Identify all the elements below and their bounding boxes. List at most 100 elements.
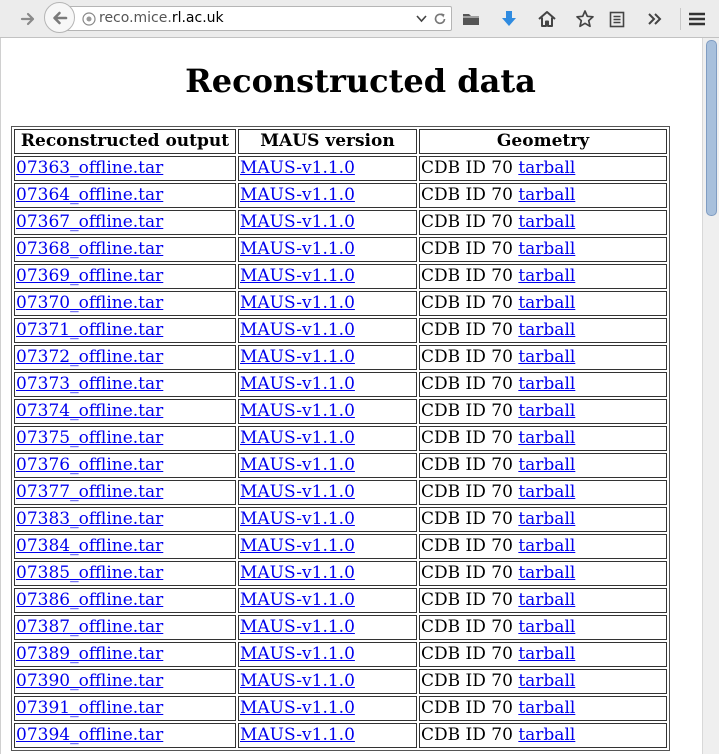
- maus-version-link[interactable]: MAUS-v1.1.0: [240, 671, 355, 691]
- tarball-link[interactable]: tarball: [518, 536, 576, 556]
- forward-button[interactable]: [18, 9, 38, 29]
- tarball-link[interactable]: tarball: [518, 617, 576, 637]
- tarball-link[interactable]: tarball: [518, 590, 576, 610]
- tarball-link[interactable]: tarball: [518, 239, 576, 259]
- geometry-text: CDB ID 70: [421, 482, 513, 502]
- tarball-link[interactable]: tarball: [518, 644, 576, 664]
- output-file-link[interactable]: 07368_offline.tar: [16, 239, 164, 259]
- tarball-link[interactable]: tarball: [518, 671, 576, 691]
- tarball-link[interactable]: tarball: [518, 455, 576, 475]
- geometry-cell: CDB ID 70 tarball: [419, 156, 667, 181]
- tarball-link[interactable]: tarball: [518, 428, 576, 448]
- star-icon[interactable]: [574, 8, 596, 30]
- maus-version-link[interactable]: MAUS-v1.1.0: [240, 536, 355, 556]
- maus-version-link[interactable]: MAUS-v1.1.0: [240, 239, 355, 259]
- output-file-link[interactable]: 07373_offline.tar: [16, 374, 164, 394]
- maus-version-link[interactable]: MAUS-v1.1.0: [240, 401, 355, 421]
- output-file-link[interactable]: 07364_offline.tar: [16, 185, 164, 205]
- output-file-link[interactable]: 07384_offline.tar: [16, 536, 164, 556]
- output-file-link[interactable]: 07367_offline.tar: [16, 212, 164, 232]
- maus-version-link[interactable]: MAUS-v1.1.0: [240, 374, 355, 394]
- output-file-link[interactable]: 07386_offline.tar: [16, 590, 164, 610]
- url-text[interactable]: reco.mice.rl.ac.uk: [99, 10, 224, 26]
- output-file-link[interactable]: 07374_offline.tar: [16, 401, 164, 421]
- folder-icon[interactable]: [460, 8, 482, 30]
- maus-version-cell: MAUS-v1.1.0: [238, 345, 417, 370]
- chevron-down-icon[interactable]: [416, 14, 427, 23]
- output-file-link[interactable]: 07383_offline.tar: [16, 509, 164, 529]
- output-file-link[interactable]: 07394_offline.tar: [16, 725, 164, 745]
- hamburger-menu-icon[interactable]: [686, 8, 708, 30]
- output-file-link[interactable]: 07389_offline.tar: [16, 644, 164, 664]
- output-file-link[interactable]: 07371_offline.tar: [16, 320, 164, 340]
- maus-version-link[interactable]: MAUS-v1.1.0: [240, 509, 355, 529]
- maus-version-link[interactable]: MAUS-v1.1.0: [240, 158, 355, 178]
- tarball-link[interactable]: tarball: [518, 563, 576, 583]
- maus-version-link[interactable]: MAUS-v1.1.0: [240, 185, 355, 205]
- output-cell: 07373_offline.tar: [14, 372, 236, 397]
- output-file-link[interactable]: 07369_offline.tar: [16, 266, 164, 286]
- vertical-scrollbar[interactable]: [702, 38, 719, 754]
- maus-version-link[interactable]: MAUS-v1.1.0: [240, 644, 355, 664]
- url-prefix: reco.mice.: [99, 10, 172, 26]
- output-cell: 07369_offline.tar: [14, 264, 236, 289]
- output-file-link[interactable]: 07372_offline.tar: [16, 347, 164, 367]
- tarball-link[interactable]: tarball: [518, 347, 576, 367]
- tarball-link[interactable]: tarball: [518, 266, 576, 286]
- geometry-text: CDB ID 70: [421, 428, 513, 448]
- maus-version-link[interactable]: MAUS-v1.1.0: [240, 428, 355, 448]
- tarball-link[interactable]: tarball: [518, 401, 576, 421]
- output-file-link[interactable]: 07370_offline.tar: [16, 293, 164, 313]
- maus-version-link[interactable]: MAUS-v1.1.0: [240, 266, 355, 286]
- geometry-text: CDB ID 70: [421, 320, 513, 340]
- table-row: 07373_offline.tar MAUS-v1.1.0 CDB ID 70 ta…: [14, 372, 667, 397]
- maus-version-link[interactable]: MAUS-v1.1.0: [240, 563, 355, 583]
- geometry-cell: CDB ID 70 tarball: [419, 237, 667, 262]
- reload-icon[interactable]: [433, 12, 447, 26]
- output-cell: 07394_offline.tar: [14, 723, 236, 748]
- output-file-link[interactable]: 07387_offline.tar: [16, 617, 164, 637]
- tarball-link[interactable]: tarball: [518, 725, 576, 745]
- maus-version-link[interactable]: MAUS-v1.1.0: [240, 482, 355, 502]
- tarball-link[interactable]: tarball: [518, 293, 576, 313]
- reading-list-icon[interactable]: [606, 8, 628, 30]
- table-row: 07387_offline.tar MAUS-v1.1.0 CDB ID 70 ta…: [14, 615, 667, 640]
- maus-version-link[interactable]: MAUS-v1.1.0: [240, 455, 355, 475]
- tarball-link[interactable]: tarball: [518, 482, 576, 502]
- tarball-link[interactable]: tarball: [518, 212, 576, 232]
- output-cell: 07368_offline.tar: [14, 237, 236, 262]
- maus-version-link[interactable]: MAUS-v1.1.0: [240, 617, 355, 637]
- overflow-chevrons-icon[interactable]: [644, 8, 666, 30]
- reconstructed-data-table: Reconstructed output MAUS version Geomet…: [11, 126, 670, 751]
- tarball-link[interactable]: tarball: [518, 374, 576, 394]
- maus-version-cell: MAUS-v1.1.0: [238, 426, 417, 451]
- scroll-thumb[interactable]: [706, 40, 717, 216]
- tarball-link[interactable]: tarball: [518, 185, 576, 205]
- download-arrow-icon[interactable]: [498, 8, 520, 30]
- output-file-link[interactable]: 07391_offline.tar: [16, 698, 164, 718]
- output-file-link[interactable]: 07376_offline.tar: [16, 455, 164, 475]
- page-title: Reconstructed data: [185, 62, 536, 100]
- geometry-cell: CDB ID 70 tarball: [419, 480, 667, 505]
- output-file-link[interactable]: 07375_offline.tar: [16, 428, 164, 448]
- output-file-link[interactable]: 07385_offline.tar: [16, 563, 164, 583]
- maus-version-link[interactable]: MAUS-v1.1.0: [240, 320, 355, 340]
- tarball-link[interactable]: tarball: [518, 509, 576, 529]
- maus-version-link[interactable]: MAUS-v1.1.0: [240, 590, 355, 610]
- maus-version-link[interactable]: MAUS-v1.1.0: [240, 725, 355, 745]
- maus-version-link[interactable]: MAUS-v1.1.0: [240, 347, 355, 367]
- tarball-link[interactable]: tarball: [518, 158, 576, 178]
- output-file-link[interactable]: 07377_offline.tar: [16, 482, 164, 502]
- tarball-link[interactable]: tarball: [518, 320, 576, 340]
- tarball-link[interactable]: tarball: [518, 698, 576, 718]
- home-icon[interactable]: [536, 8, 558, 30]
- maus-version-link[interactable]: MAUS-v1.1.0: [240, 698, 355, 718]
- output-file-link[interactable]: 07363_offline.tar: [16, 158, 164, 178]
- maus-version-link[interactable]: MAUS-v1.1.0: [240, 293, 355, 313]
- url-bar[interactable]: reco.mice.rl.ac.uk: [58, 6, 452, 31]
- back-button[interactable]: [44, 2, 75, 33]
- geometry-cell: CDB ID 70 tarball: [419, 426, 667, 451]
- maus-version-link[interactable]: MAUS-v1.1.0: [240, 212, 355, 232]
- geometry-cell: CDB ID 70 tarball: [419, 345, 667, 370]
- output-file-link[interactable]: 07390_offline.tar: [16, 671, 164, 691]
